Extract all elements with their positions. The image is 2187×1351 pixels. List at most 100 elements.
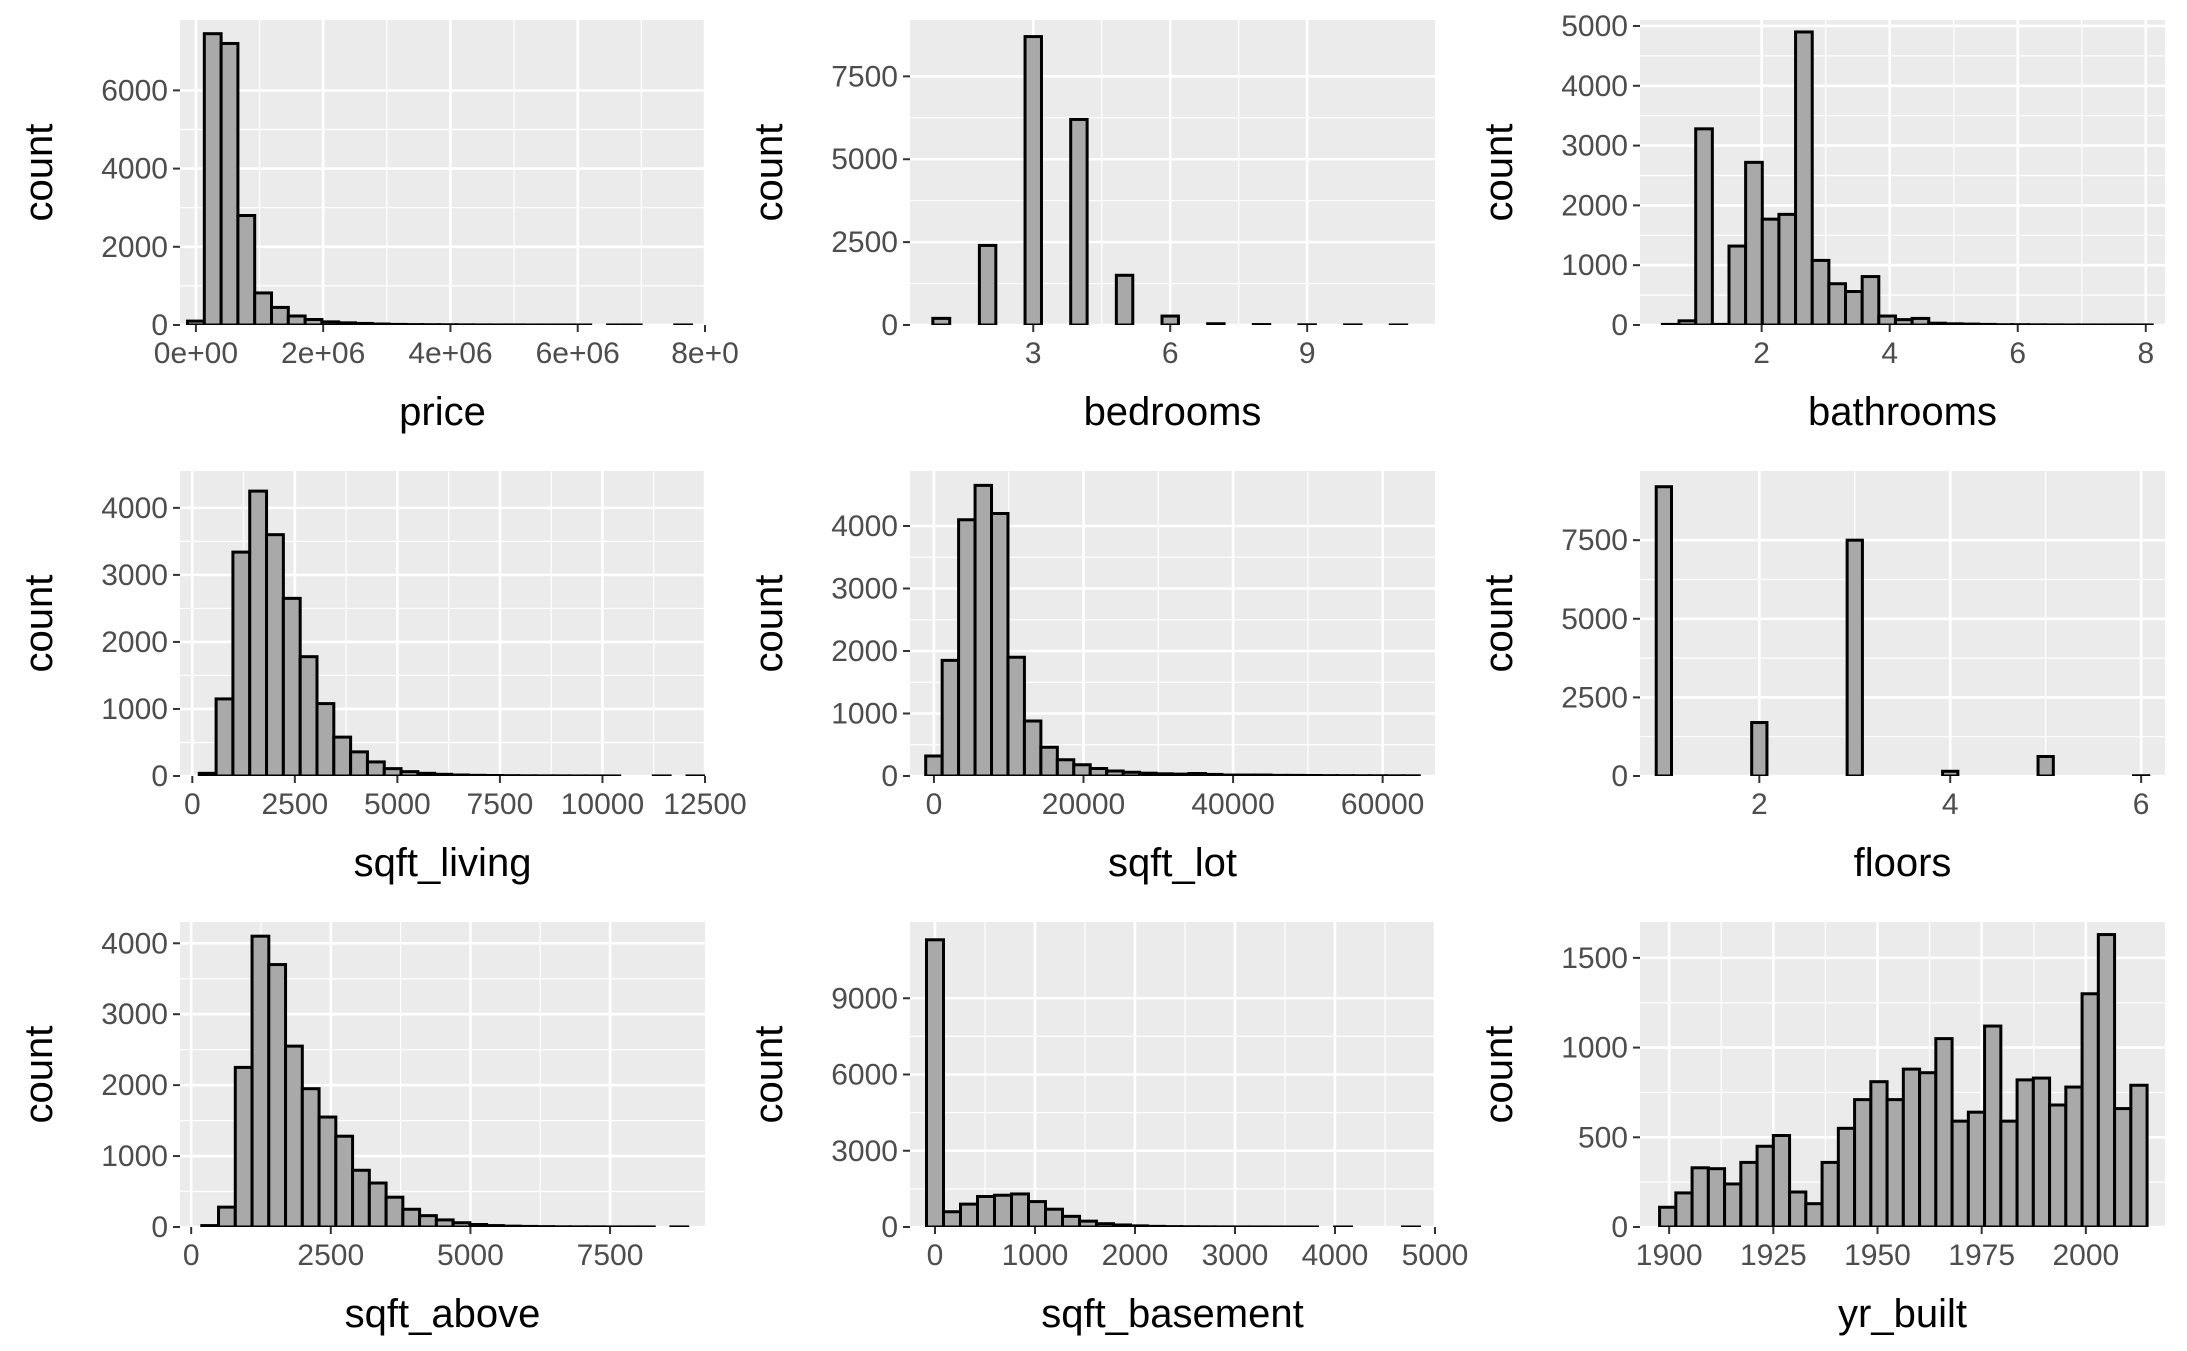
gridlines — [1640, 20, 2165, 325]
histogram-bar — [1845, 538, 1864, 776]
histogram-bar — [1869, 1080, 1889, 1227]
histogram-bar — [367, 1181, 388, 1227]
bars — [1658, 933, 2149, 1227]
histogram-bar — [315, 702, 336, 776]
y-tick-label: 4000 — [831, 510, 898, 543]
y-tick-label: 0 — [881, 309, 898, 342]
histogram-bar — [1755, 1144, 1775, 1227]
histogram-bar — [485, 1224, 505, 1227]
bars — [924, 483, 1421, 776]
histogram-bar — [1977, 322, 1997, 325]
x-tick-label: 5000 — [1402, 1239, 1469, 1272]
y-tick-label: 9000 — [831, 982, 898, 1015]
panel-background — [1640, 20, 2165, 325]
bars — [1660, 30, 2154, 325]
histogram-bar — [1960, 322, 1981, 325]
y-tick-label: 0 — [151, 309, 168, 342]
histogram-bar — [1739, 1160, 1759, 1227]
x-tick-label: 0 — [926, 788, 943, 821]
histogram-bar — [1114, 273, 1135, 325]
histogram-bar — [977, 243, 998, 325]
histogram-bar — [1893, 318, 1914, 325]
histogram-bar — [973, 483, 994, 776]
histogram-bar — [1885, 1098, 1905, 1227]
histogram-bar — [1771, 1134, 1792, 1227]
histogram-bar — [416, 771, 437, 776]
histogram-bar — [931, 316, 952, 325]
histogram-bar — [248, 489, 269, 776]
histogram-bar — [1674, 1191, 1694, 1227]
histogram-bar — [270, 305, 290, 325]
histogram-bar — [399, 770, 420, 776]
x-tick-label: 2500 — [261, 788, 328, 821]
bars — [925, 938, 1421, 1227]
y-tick-label: 1000 — [1561, 249, 1628, 282]
y-tick-label: 1000 — [831, 698, 898, 731]
x-axis-title: price — [399, 390, 486, 434]
histogram-bar — [1121, 770, 1142, 776]
histogram-bar — [370, 322, 391, 325]
gridlines — [910, 922, 1435, 1227]
histogram-bar — [2031, 1076, 2052, 1227]
histogram-bar — [2064, 1085, 2084, 1227]
bars — [186, 32, 694, 325]
bars — [931, 35, 1409, 325]
x-axis-title: yr_built — [1838, 1292, 1967, 1336]
histogram-bar — [1744, 160, 1764, 325]
x-tick-label: 8e+0 — [671, 337, 739, 370]
histogram-bar — [382, 767, 403, 776]
histogram-bar — [433, 772, 454, 776]
histogram-floors: 2 4 6 0 2500 5000 7500 floors count — [1477, 471, 2165, 885]
x-axis-title: floors — [1854, 841, 1952, 885]
y-axis-title: count — [747, 1026, 791, 1124]
histogram-bar — [281, 596, 302, 776]
histogram-bar — [1827, 282, 1848, 325]
y-tick-label: 2500 — [1561, 681, 1628, 714]
histogram-bar — [1934, 1037, 1954, 1227]
x-tick-label: 4000 — [1302, 1239, 1369, 1272]
y-axis-title: count — [1477, 1026, 1521, 1124]
y-tick-label: 2000 — [831, 635, 898, 668]
histogram-bar — [1039, 745, 1059, 776]
histogram-bar — [1941, 769, 1960, 776]
histogram-bar — [1706, 1167, 1727, 1227]
histogram-bar — [942, 1210, 962, 1227]
histogram-bar — [1055, 758, 1076, 776]
y-tick-label: 5000 — [1561, 603, 1628, 636]
x-tick-label: 2 — [1753, 337, 1770, 370]
x-tick-label: 4e+06 — [408, 337, 492, 370]
histogram-bar — [317, 1115, 338, 1227]
x-tick-label: 1000 — [1002, 1239, 1069, 1272]
histogram-bar — [217, 1205, 237, 1227]
histogram-bar — [940, 658, 961, 776]
histogram-bar — [1187, 772, 1207, 776]
histogram-bar — [267, 963, 288, 1227]
histogram-bar — [1203, 772, 1224, 776]
y-tick-label: 5000 — [1561, 10, 1628, 43]
histogram-bar — [1078, 1219, 1098, 1227]
histogram-bar — [1794, 30, 1814, 325]
histogram-bar — [387, 322, 408, 325]
x-tick-label: 8 — [2137, 337, 2154, 370]
histogram-price: 0e+00 2e+06 4e+06 6e+06 8e+0 0 2000 4000 6000 pri… — [17, 20, 739, 434]
histogram-bar — [233, 1065, 254, 1227]
x-tick-label: 0e+00 — [154, 337, 238, 370]
histogram-bar — [219, 41, 240, 325]
x-axis-title: bedrooms — [1084, 390, 1262, 434]
histogram-bar — [1088, 767, 1109, 776]
y-tick-label: 0 — [881, 760, 898, 793]
histogram-bar — [1844, 290, 1864, 325]
histogram-bar — [1927, 321, 1947, 325]
histogram-bar — [1206, 322, 1226, 325]
histogram-bar — [1154, 772, 1174, 776]
histogram-bar — [466, 773, 487, 776]
histogram-yr-built: 1900 1925 1950 1975 2000 0 500 1000 1500 yr_built… — [1477, 922, 2165, 1336]
x-tick-label: 4 — [1942, 788, 1959, 821]
histogram-bar — [354, 321, 374, 325]
x-tick-label: 6 — [2133, 788, 2150, 821]
histogram-bar — [236, 214, 257, 325]
histogram-bar — [1853, 1098, 1873, 1227]
histogram-bar — [1146, 1224, 1166, 1227]
histogram-bar — [1690, 1166, 1710, 1227]
y-tick-label: 4000 — [101, 153, 168, 186]
